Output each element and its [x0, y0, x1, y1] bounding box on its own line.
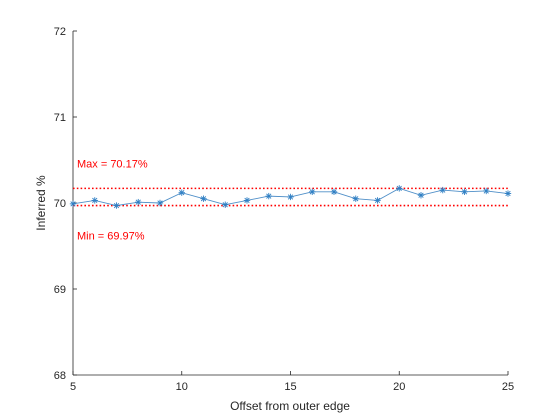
data-point — [352, 195, 359, 202]
data-point — [69, 200, 77, 208]
data-point — [461, 188, 468, 196]
reference-lines: Max = 70.17% Min = 69.97% — [73, 158, 508, 243]
x-tick-label: 5 — [70, 381, 76, 393]
data-point — [200, 195, 207, 202]
data-point — [309, 188, 316, 196]
x-tick-label: 10 — [176, 381, 188, 393]
min-label: Min = 69.97% — [77, 231, 145, 243]
x-axis-label: Offset from outer edge — [230, 399, 350, 413]
max-label: Max = 70.17% — [77, 158, 148, 170]
data-point — [330, 188, 338, 196]
data-point — [178, 189, 185, 196]
data-point — [135, 198, 142, 206]
data-point — [396, 185, 403, 192]
x-axis-ticks: 5 10 15 20 25 — [70, 371, 514, 393]
y-axis-label: Inferred % — [34, 175, 48, 231]
data-point — [243, 197, 251, 204]
y-tick-label: 72 — [54, 26, 66, 38]
data-point — [287, 193, 294, 201]
data-point — [417, 192, 425, 199]
data-point — [156, 199, 164, 207]
data-point — [483, 187, 490, 195]
x-tick-label: 20 — [393, 381, 405, 393]
data-point — [374, 197, 381, 204]
series-layer — [69, 185, 512, 209]
y-tick-label: 69 — [54, 284, 66, 296]
data-point — [91, 197, 98, 204]
data-point — [113, 202, 120, 209]
data-point — [504, 190, 512, 197]
data-point — [265, 192, 272, 200]
data-point — [222, 201, 229, 208]
x-tick-label: 25 — [502, 381, 514, 393]
x-tick-label: 15 — [284, 381, 296, 393]
y-tick-label: 70 — [54, 198, 66, 210]
data-point — [439, 186, 446, 194]
y-tick-label: 71 — [54, 112, 66, 124]
y-tick-label: 68 — [54, 370, 66, 382]
